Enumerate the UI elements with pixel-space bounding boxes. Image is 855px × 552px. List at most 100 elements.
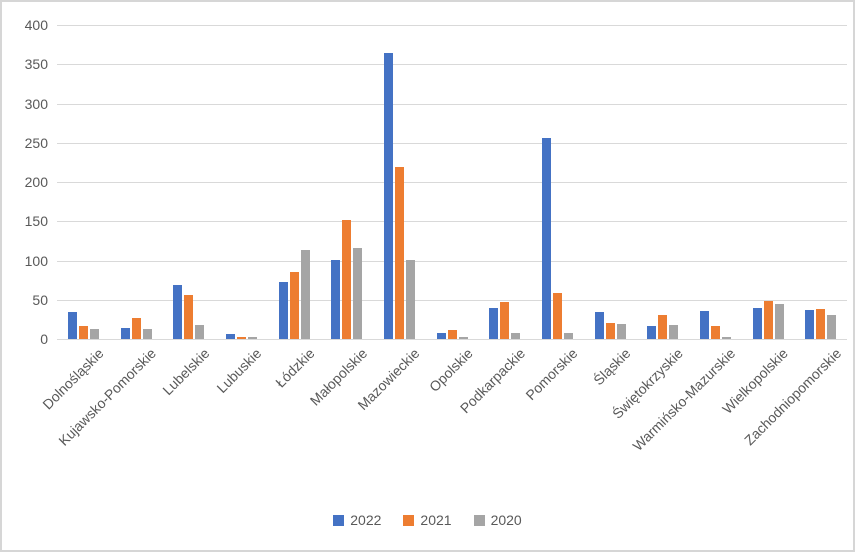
legend-swatch bbox=[403, 514, 415, 526]
bar-2021-Mazowieckie[interactable] bbox=[394, 167, 404, 339]
y-axis-tick-label: 150 bbox=[24, 213, 48, 230]
y-axis-tick-label: 250 bbox=[24, 134, 48, 151]
bar-2021-Łódzkie[interactable] bbox=[289, 272, 299, 339]
bar-2022-Świętokrzyskie[interactable] bbox=[647, 326, 657, 339]
bar-2020-Opolskie[interactable] bbox=[458, 337, 468, 339]
gridline bbox=[57, 299, 847, 301]
gridline bbox=[57, 260, 847, 262]
x-axis-category-label: Kujawsko-Pomorskie bbox=[55, 345, 160, 449]
gridline bbox=[57, 103, 847, 105]
bar-2022-Lubuskie[interactable] bbox=[225, 334, 235, 339]
bar-2022-Kujawsko-Pomorskie[interactable] bbox=[120, 328, 130, 339]
gridline bbox=[57, 64, 847, 66]
bar-2022-Mazowieckie[interactable] bbox=[383, 53, 393, 339]
legend-swatch bbox=[473, 514, 485, 526]
bar-2020-Dolnośląskie[interactable] bbox=[89, 329, 99, 339]
bar-group-Podkarpackie bbox=[489, 302, 521, 339]
bar-2022-Lubelskie[interactable] bbox=[173, 285, 183, 339]
bar-2020-Zachodniopomorskie[interactable] bbox=[827, 315, 837, 339]
bar-group-Śląskie bbox=[594, 312, 626, 339]
y-axis-tick-label: 100 bbox=[24, 252, 48, 269]
bar-2022-Opolskie[interactable] bbox=[436, 333, 446, 339]
bar-group-Zachodniopomorskie bbox=[805, 309, 837, 339]
bar-group-Pomorskie bbox=[541, 138, 573, 339]
legend-item-2021[interactable]: 2021 bbox=[403, 512, 452, 528]
bar-2021-Małopolskie[interactable] bbox=[342, 220, 352, 339]
bar-2020-Warmińsko-Mazurskie[interactable] bbox=[721, 337, 731, 339]
bar-2022-Dolnośląskie[interactable] bbox=[67, 312, 77, 339]
bar-group-Opolskie bbox=[436, 330, 468, 339]
x-axis-category-label: Pomorskie bbox=[522, 345, 581, 404]
legend-label: 2021 bbox=[420, 512, 452, 528]
y-axis-tick-label: 200 bbox=[24, 174, 48, 190]
bar-2021-Zachodniopomorskie[interactable] bbox=[816, 309, 826, 339]
gridline bbox=[57, 25, 847, 26]
bar-group-Świętokrzyskie bbox=[647, 315, 679, 339]
bar-group-Lubelskie bbox=[173, 285, 205, 339]
plot-area bbox=[57, 25, 847, 340]
bar-2020-Lubuskie[interactable] bbox=[247, 337, 257, 339]
bar-group-Łódzkie bbox=[278, 250, 310, 339]
bar-2022-Wielkopolskie[interactable] bbox=[752, 308, 762, 339]
bar-2022-Podkarpackie[interactable] bbox=[489, 308, 499, 339]
bar-2020-Wielkopolskie[interactable] bbox=[774, 304, 784, 339]
bar-2021-Warmińsko-Mazurskie[interactable] bbox=[710, 326, 720, 339]
bar-2022-Pomorskie[interactable] bbox=[541, 138, 551, 339]
x-axis-category-label: Lubuskie bbox=[213, 345, 265, 396]
bar-group-Warmińsko-Mazurskie bbox=[699, 311, 731, 339]
bar-2021-Lubuskie[interactable] bbox=[236, 337, 246, 339]
bar-2021-Świętokrzyskie[interactable] bbox=[658, 315, 668, 339]
bar-group-Małopolskie bbox=[331, 220, 363, 339]
gridline bbox=[57, 142, 847, 144]
bar-2022-Małopolskie[interactable] bbox=[331, 260, 341, 339]
bar-2020-Lubelskie[interactable] bbox=[195, 325, 205, 339]
bar-2021-Podkarpackie[interactable] bbox=[500, 302, 510, 339]
bar-group-Lubuskie bbox=[225, 334, 257, 339]
x-axis-category-label: Warmińsko-Mazurskie bbox=[629, 345, 739, 454]
bar-2020-Małopolskie[interactable] bbox=[353, 248, 363, 339]
bar-2020-Śląskie[interactable] bbox=[616, 324, 626, 339]
bar-2021-Dolnośląskie[interactable] bbox=[78, 326, 88, 339]
x-axis-category-label: Lubelskie bbox=[158, 345, 212, 399]
bar-2022-Warmińsko-Mazurskie[interactable] bbox=[699, 311, 709, 339]
bar-2021-Śląskie[interactable] bbox=[605, 323, 615, 339]
x-axis-category-label: Opolskie bbox=[425, 345, 476, 395]
bar-2022-Łódzkie[interactable] bbox=[278, 282, 288, 339]
bar-group-Kujawsko-Pomorskie bbox=[120, 318, 152, 339]
bar-2020-Podkarpackie[interactable] bbox=[511, 333, 521, 339]
gridline bbox=[57, 221, 847, 223]
y-axis-tick-label: 350 bbox=[24, 56, 48, 73]
x-axis-category-label: Śląskie bbox=[590, 345, 634, 389]
bar-2021-Wielkopolskie[interactable] bbox=[763, 301, 773, 339]
bar-2022-Zachodniopomorskie[interactable] bbox=[805, 310, 815, 339]
bar-group-Dolnośląskie bbox=[67, 312, 99, 339]
bar-2021-Pomorskie[interactable] bbox=[552, 293, 562, 339]
bar-group-Wielkopolskie bbox=[752, 301, 784, 339]
legend-swatch bbox=[333, 514, 345, 526]
bar-2020-Pomorskie[interactable] bbox=[563, 333, 573, 339]
bar-2020-Łódzkie[interactable] bbox=[300, 250, 310, 339]
bar-group-Mazowieckie bbox=[383, 53, 415, 339]
y-axis-tick-label: 400 bbox=[24, 17, 48, 33]
gridline bbox=[57, 182, 847, 183]
x-axis-category-label: Łódzkie bbox=[271, 345, 318, 391]
legend-item-2020[interactable]: 2020 bbox=[473, 512, 522, 528]
bar-2021-Opolskie[interactable] bbox=[447, 330, 457, 339]
bar-2020-Mazowieckie[interactable] bbox=[405, 260, 415, 339]
legend: 2022 2021 2020 bbox=[2, 512, 853, 528]
y-axis-tick-label: 300 bbox=[24, 95, 48, 112]
y-axis-tick-label: 0 bbox=[40, 331, 48, 347]
y-axis-tick-label: 50 bbox=[32, 291, 48, 308]
legend-item-2022[interactable]: 2022 bbox=[333, 512, 381, 528]
legend-label: 2022 bbox=[350, 512, 382, 528]
bar-2022-Śląskie[interactable] bbox=[594, 312, 604, 339]
x-axis-category-label: Zachodniopomorskie bbox=[740, 345, 844, 449]
bar-2021-Kujawsko-Pomorskie[interactable] bbox=[131, 318, 141, 339]
gridline bbox=[57, 339, 847, 340]
bar-2020-Świętokrzyskie[interactable] bbox=[669, 325, 679, 339]
bar-2020-Kujawsko-Pomorskie[interactable] bbox=[142, 329, 152, 339]
bar-2021-Lubelskie[interactable] bbox=[184, 295, 194, 339]
legend-label: 2020 bbox=[490, 512, 522, 528]
x-axis-category-labels: Dolnośląskie Kujawsko-Pomorskie Lubelskie L… bbox=[39, 345, 847, 495]
